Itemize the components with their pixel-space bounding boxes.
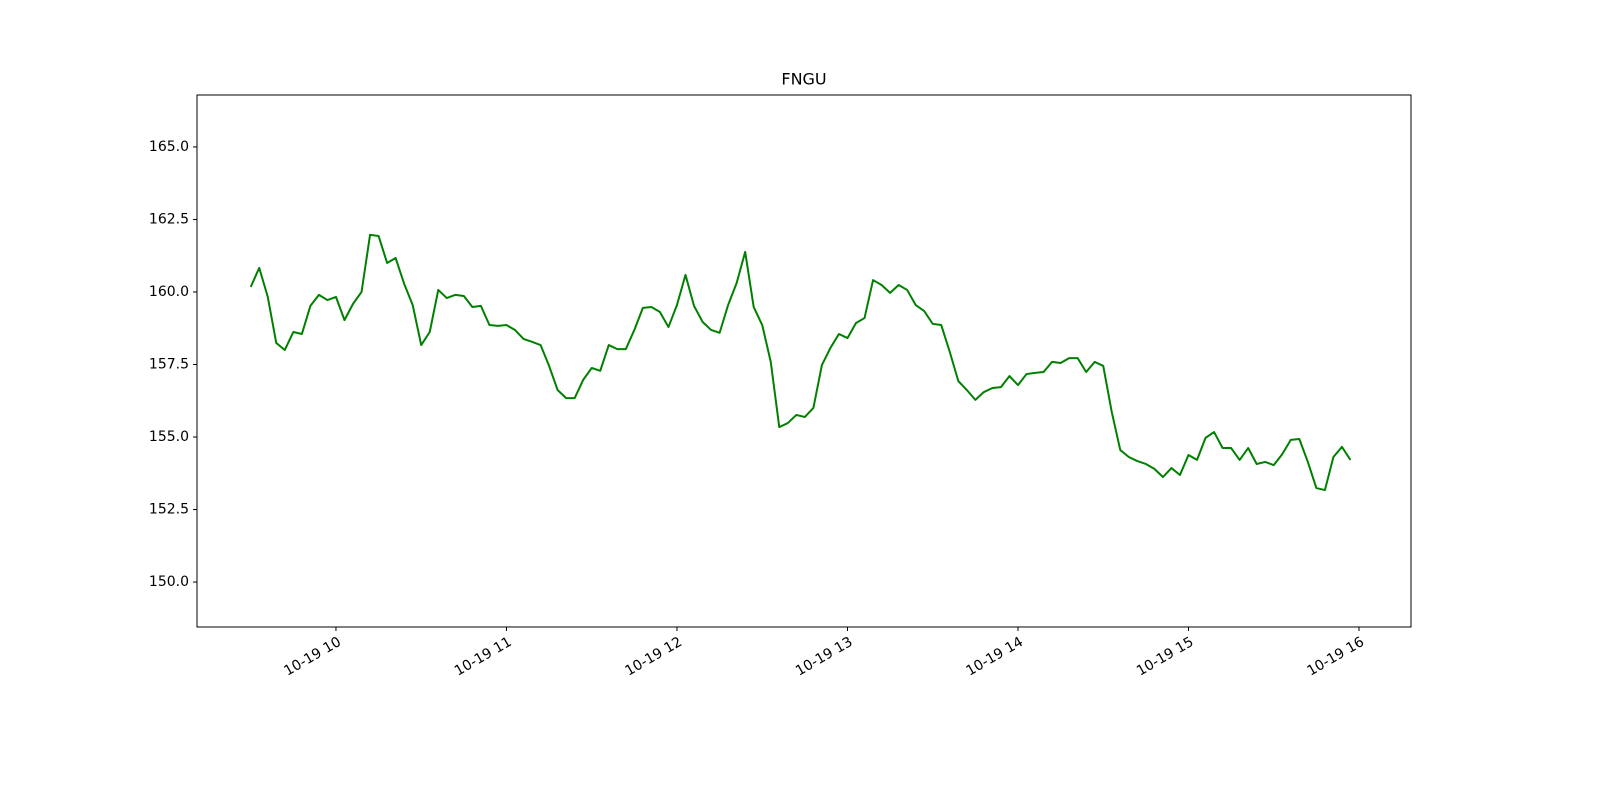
- chart-title: FNGU: [781, 70, 826, 89]
- y-tick-label: 162.5: [149, 211, 189, 227]
- y-tick-label: 150.0: [149, 574, 189, 590]
- y-tick-label: 165.0: [149, 139, 189, 155]
- price-line: [249, 233, 1352, 492]
- y-tick-label: 155.0: [149, 429, 189, 445]
- y-tick-label: 157.5: [149, 356, 189, 372]
- y-tick-label: 152.5: [149, 502, 189, 518]
- y-tick-label: 160.0: [149, 284, 189, 300]
- plot-frame: [196, 94, 1412, 628]
